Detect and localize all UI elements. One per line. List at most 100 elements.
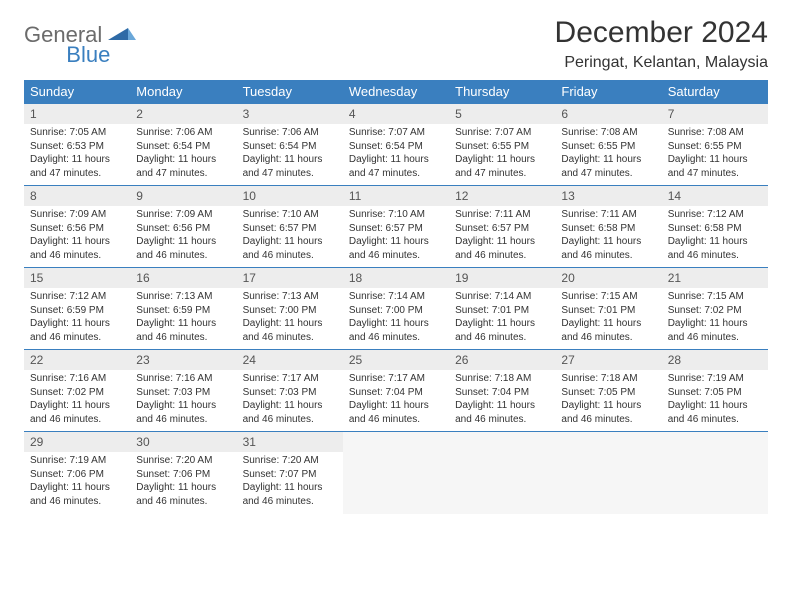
day-body: Sunrise: 7:05 AMSunset: 6:53 PMDaylight:… xyxy=(24,124,130,184)
sunrise-line: Sunrise: 7:12 AM xyxy=(30,290,124,304)
daylight-line: Daylight: 11 hours and 46 minutes. xyxy=(30,399,124,426)
sunset-line: Sunset: 6:54 PM xyxy=(136,140,230,154)
daylight-line: Daylight: 11 hours and 46 minutes. xyxy=(668,399,762,426)
page-header: General Blue December 2024 Peringat, Kel… xyxy=(24,16,768,72)
sunrise-line: Sunrise: 7:19 AM xyxy=(30,454,124,468)
sunrise-line: Sunrise: 7:05 AM xyxy=(30,126,124,140)
daylight-line: Daylight: 11 hours and 47 minutes. xyxy=(561,153,655,180)
daylight-line: Daylight: 11 hours and 46 minutes. xyxy=(30,235,124,262)
sunset-line: Sunset: 6:55 PM xyxy=(561,140,655,154)
weekday-header: Monday xyxy=(130,80,236,104)
sunrise-line: Sunrise: 7:10 AM xyxy=(349,208,443,222)
brand-part2: Blue xyxy=(66,42,110,68)
daylight-line: Daylight: 11 hours and 46 minutes. xyxy=(561,399,655,426)
calendar-cell: 25Sunrise: 7:17 AMSunset: 7:04 PMDayligh… xyxy=(343,350,449,432)
sunrise-line: Sunrise: 7:14 AM xyxy=(455,290,549,304)
sunset-line: Sunset: 6:54 PM xyxy=(243,140,337,154)
calendar-cell: 23Sunrise: 7:16 AMSunset: 7:03 PMDayligh… xyxy=(130,350,236,432)
calendar-cell: 15Sunrise: 7:12 AMSunset: 6:59 PMDayligh… xyxy=(24,268,130,350)
day-body: Sunrise: 7:07 AMSunset: 6:55 PMDaylight:… xyxy=(449,124,555,184)
day-number: 21 xyxy=(662,268,768,288)
calendar-page: General Blue December 2024 Peringat, Kel… xyxy=(0,0,792,530)
day-number: 11 xyxy=(343,186,449,206)
calendar-cell: 20Sunrise: 7:15 AMSunset: 7:01 PMDayligh… xyxy=(555,268,661,350)
day-body: Sunrise: 7:12 AMSunset: 6:59 PMDaylight:… xyxy=(24,288,130,348)
calendar-cell: 10Sunrise: 7:10 AMSunset: 6:57 PMDayligh… xyxy=(237,186,343,268)
sunrise-line: Sunrise: 7:16 AM xyxy=(136,372,230,386)
calendar-cell: 29Sunrise: 7:19 AMSunset: 7:06 PMDayligh… xyxy=(24,432,130,514)
day-body: Sunrise: 7:08 AMSunset: 6:55 PMDaylight:… xyxy=(555,124,661,184)
sunset-line: Sunset: 6:55 PM xyxy=(668,140,762,154)
daylight-line: Daylight: 11 hours and 46 minutes. xyxy=(349,317,443,344)
day-number: 24 xyxy=(237,350,343,370)
day-body: Sunrise: 7:16 AMSunset: 7:03 PMDaylight:… xyxy=(130,370,236,430)
day-number: 31 xyxy=(237,432,343,452)
daylight-line: Daylight: 11 hours and 46 minutes. xyxy=(243,481,337,508)
day-body: Sunrise: 7:11 AMSunset: 6:58 PMDaylight:… xyxy=(555,206,661,266)
calendar-cell: 9Sunrise: 7:09 AMSunset: 6:56 PMDaylight… xyxy=(130,186,236,268)
sunset-line: Sunset: 6:55 PM xyxy=(455,140,549,154)
day-body: Sunrise: 7:13 AMSunset: 7:00 PMDaylight:… xyxy=(237,288,343,348)
day-body: Sunrise: 7:06 AMSunset: 6:54 PMDaylight:… xyxy=(237,124,343,184)
weekday-header: Saturday xyxy=(662,80,768,104)
day-body: Sunrise: 7:15 AMSunset: 7:02 PMDaylight:… xyxy=(662,288,768,348)
sunset-line: Sunset: 6:59 PM xyxy=(136,304,230,318)
daylight-line: Daylight: 11 hours and 46 minutes. xyxy=(561,317,655,344)
daylight-line: Daylight: 11 hours and 47 minutes. xyxy=(455,153,549,180)
daylight-line: Daylight: 11 hours and 46 minutes. xyxy=(243,317,337,344)
sunrise-line: Sunrise: 7:09 AM xyxy=(30,208,124,222)
calendar-cell: 31Sunrise: 7:20 AMSunset: 7:07 PMDayligh… xyxy=(237,432,343,514)
sunrise-line: Sunrise: 7:11 AM xyxy=(455,208,549,222)
day-number: 2 xyxy=(130,104,236,124)
sunrise-line: Sunrise: 7:20 AM xyxy=(243,454,337,468)
daylight-line: Daylight: 11 hours and 46 minutes. xyxy=(455,235,549,262)
calendar-cell: 12Sunrise: 7:11 AMSunset: 6:57 PMDayligh… xyxy=(449,186,555,268)
calendar-cell: 7Sunrise: 7:08 AMSunset: 6:55 PMDaylight… xyxy=(662,104,768,186)
brand-mark-icon xyxy=(108,24,136,47)
sunset-line: Sunset: 6:59 PM xyxy=(30,304,124,318)
day-body: Sunrise: 7:14 AMSunset: 7:01 PMDaylight:… xyxy=(449,288,555,348)
sunset-line: Sunset: 6:58 PM xyxy=(668,222,762,236)
sunset-line: Sunset: 6:56 PM xyxy=(30,222,124,236)
sunset-line: Sunset: 7:03 PM xyxy=(136,386,230,400)
daylight-line: Daylight: 11 hours and 46 minutes. xyxy=(30,481,124,508)
day-number: 26 xyxy=(449,350,555,370)
sunrise-line: Sunrise: 7:13 AM xyxy=(243,290,337,304)
calendar-cell: 3Sunrise: 7:06 AMSunset: 6:54 PMDaylight… xyxy=(237,104,343,186)
weekday-header: Sunday xyxy=(24,80,130,104)
day-number: 30 xyxy=(130,432,236,452)
day-body: Sunrise: 7:08 AMSunset: 6:55 PMDaylight:… xyxy=(662,124,768,184)
sunset-line: Sunset: 7:04 PM xyxy=(455,386,549,400)
weekday-header: Wednesday xyxy=(343,80,449,104)
sunrise-line: Sunrise: 7:12 AM xyxy=(668,208,762,222)
sunset-line: Sunset: 7:00 PM xyxy=(349,304,443,318)
calendar-cell: 22Sunrise: 7:16 AMSunset: 7:02 PMDayligh… xyxy=(24,350,130,432)
daylight-line: Daylight: 11 hours and 46 minutes. xyxy=(136,399,230,426)
sunset-line: Sunset: 7:02 PM xyxy=(668,304,762,318)
day-body: Sunrise: 7:14 AMSunset: 7:00 PMDaylight:… xyxy=(343,288,449,348)
day-number: 15 xyxy=(24,268,130,288)
daylight-line: Daylight: 11 hours and 46 minutes. xyxy=(349,235,443,262)
daylight-line: Daylight: 11 hours and 46 minutes. xyxy=(243,399,337,426)
day-number: 10 xyxy=(237,186,343,206)
day-number: 9 xyxy=(130,186,236,206)
title-block: December 2024 Peringat, Kelantan, Malays… xyxy=(555,16,768,72)
daylight-line: Daylight: 11 hours and 46 minutes. xyxy=(668,317,762,344)
sunset-line: Sunset: 6:57 PM xyxy=(455,222,549,236)
month-title: December 2024 xyxy=(555,16,768,50)
sunrise-line: Sunrise: 7:15 AM xyxy=(668,290,762,304)
sunrise-line: Sunrise: 7:18 AM xyxy=(561,372,655,386)
calendar-cell: 13Sunrise: 7:11 AMSunset: 6:58 PMDayligh… xyxy=(555,186,661,268)
calendar-cell: 19Sunrise: 7:14 AMSunset: 7:01 PMDayligh… xyxy=(449,268,555,350)
calendar-cell: 16Sunrise: 7:13 AMSunset: 6:59 PMDayligh… xyxy=(130,268,236,350)
sunset-line: Sunset: 7:04 PM xyxy=(349,386,443,400)
sunrise-line: Sunrise: 7:08 AM xyxy=(561,126,655,140)
sunrise-line: Sunrise: 7:14 AM xyxy=(349,290,443,304)
sunrise-line: Sunrise: 7:19 AM xyxy=(668,372,762,386)
calendar-cell: 2Sunrise: 7:06 AMSunset: 6:54 PMDaylight… xyxy=(130,104,236,186)
calendar-cell: 21Sunrise: 7:15 AMSunset: 7:02 PMDayligh… xyxy=(662,268,768,350)
daylight-line: Daylight: 11 hours and 46 minutes. xyxy=(30,317,124,344)
brand-logo: General Blue xyxy=(24,16,184,48)
daylight-line: Daylight: 11 hours and 47 minutes. xyxy=(668,153,762,180)
day-body: Sunrise: 7:07 AMSunset: 6:54 PMDaylight:… xyxy=(343,124,449,184)
